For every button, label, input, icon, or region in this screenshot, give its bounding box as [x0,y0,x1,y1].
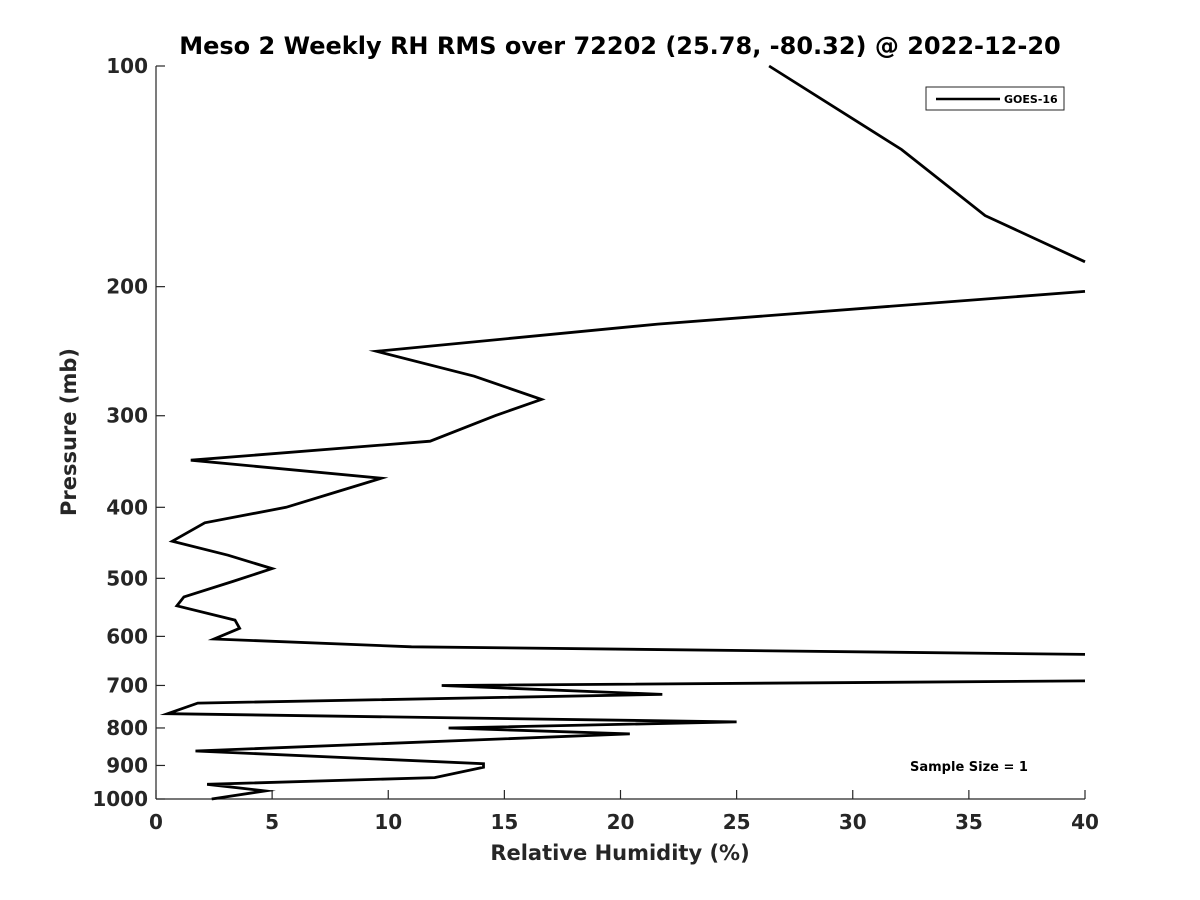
x-tick-label-30: 30 [839,810,867,834]
x-tick-label-25: 25 [723,810,751,834]
x-tick-label-10: 10 [374,810,402,834]
y-axis-label: Pressure (mb) [57,348,81,516]
y-tick-label-700: 700 [106,673,148,697]
y-axis-ticks: 100 200 300 400 500 600 700 800 900 1000 [92,54,165,811]
y-tick-label-500: 500 [106,566,148,590]
x-axis-label: Relative Humidity (%) [490,841,749,865]
legend: GOES-16 [925,86,1065,111]
x-tick-label-5: 5 [265,810,279,834]
x-tick-label-40: 40 [1071,810,1099,834]
x-tick-label-20: 20 [607,810,635,834]
chart-title: Meso 2 Weekly RH RMS over 72202 (25.78, … [179,32,1061,60]
x-tick-label-15: 15 [490,810,518,834]
y-tick-label-300: 300 [106,404,148,428]
y-tick-label-600: 600 [106,624,148,648]
y-tick-label-1000: 1000 [92,787,148,811]
series-group [159,64,1086,801]
sample-size-annotation: Sample Size = 1 [910,760,1028,775]
legend-label-goes-16: GOES-16 [1004,93,1058,106]
y-tick-label-100: 100 [106,54,148,78]
y-tick-label-800: 800 [106,716,148,740]
x-tick-label-0: 0 [149,810,163,834]
series-line-goes-16 [159,64,1086,801]
y-tick-label-900: 900 [106,753,148,777]
y-tick-label-200: 200 [106,275,148,299]
x-tick-label-35: 35 [955,810,983,834]
x-axis-ticks: 0 5 10 15 20 25 30 35 40 [149,790,1099,834]
y-tick-label-400: 400 [106,495,148,519]
